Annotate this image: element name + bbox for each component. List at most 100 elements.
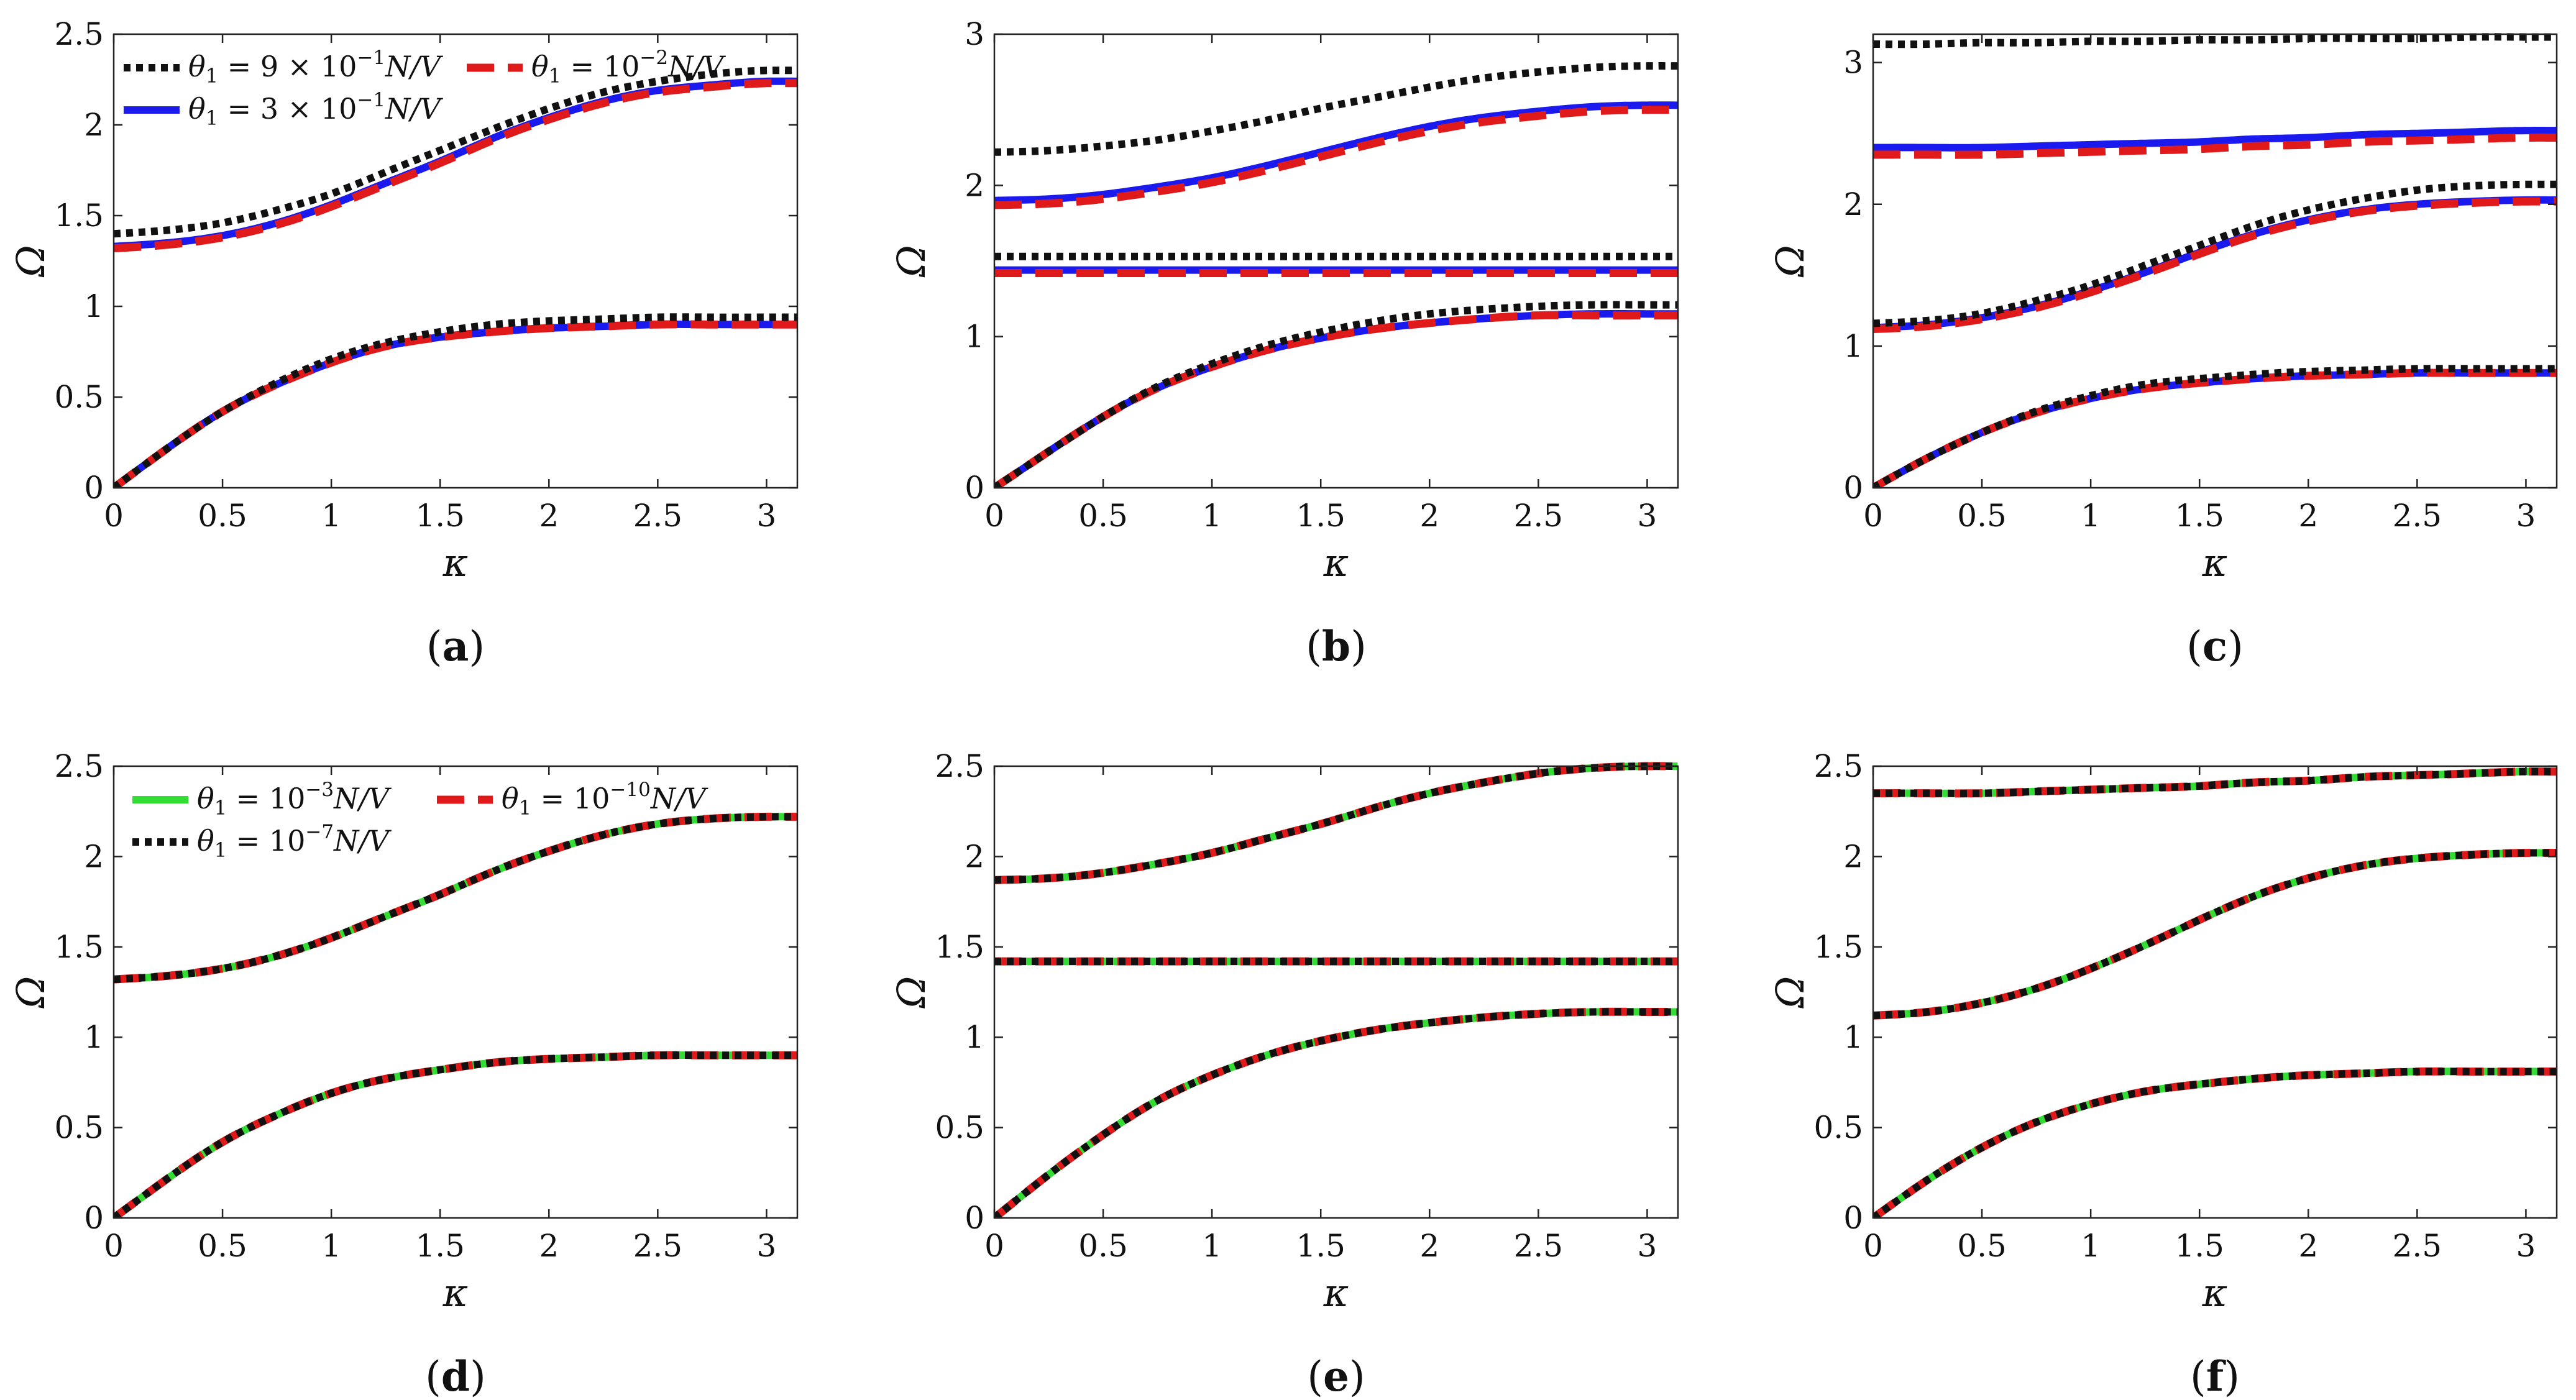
panel-b-series-5 xyxy=(994,101,1678,204)
panel-e-xtick-label-5: 2.5 xyxy=(1514,1228,1564,1264)
panel-e-series-6 xyxy=(994,1008,1678,1218)
panel-a-ytick-label-3: 1.5 xyxy=(54,198,104,234)
panel-c-xtick-label-0: 0 xyxy=(1863,498,1883,534)
panel-b-xtick-label-1: 0.5 xyxy=(1078,498,1128,534)
panel-f-caption-letter: f xyxy=(2206,1352,2226,1400)
panel-f-series-7 xyxy=(1873,849,2557,1020)
panel-d-ytick-label-4: 2 xyxy=(84,838,104,874)
panel-a-xtick-label-4: 2 xyxy=(539,498,559,534)
panel-b-xtick-label-3: 1.5 xyxy=(1296,498,1345,534)
panel-b-series xyxy=(994,62,1678,488)
panel-c-series-2 xyxy=(1873,33,2557,48)
panel-b-ytick-label-3: 3 xyxy=(965,16,984,52)
panel-b-xtick-label-6: 3 xyxy=(1638,498,1657,534)
panel-a-xtick-label-5: 2.5 xyxy=(633,498,683,534)
panel-e-ytick-label-4: 2 xyxy=(965,838,984,874)
panel-f-series-8 xyxy=(1873,767,2557,797)
panel-f-xtick-label-0: 0 xyxy=(1863,1228,1883,1264)
panel-b-ytick-label-2: 2 xyxy=(965,167,984,203)
panel-d-xtick-label-3: 1.5 xyxy=(415,1228,465,1264)
panel-d-xtick-label-2: 1 xyxy=(321,1228,341,1264)
bottom-legend: θ1 = 10−3N/Vθ1 = 10−7N/V θ1 = 10−10N/V xyxy=(132,779,709,862)
panel-f-xtick-label-5: 2.5 xyxy=(2393,1228,2442,1264)
panel-f-xtick-label-4: 2 xyxy=(2298,1228,2318,1264)
panel-e-caption: (e) xyxy=(1307,1352,1365,1400)
panel-e-xtick-label-3: 1.5 xyxy=(1296,1228,1345,1264)
panel-a-caption: (a) xyxy=(426,622,485,670)
panel-f-ytick-label-2: 1 xyxy=(1843,1019,1863,1055)
panel-d-ylabel: Ω xyxy=(8,976,53,1009)
panel-c-ylabel: Ω xyxy=(1767,245,1813,277)
panel-d-caption-letter: d xyxy=(441,1352,470,1400)
panel-b-series-0 xyxy=(994,301,1678,488)
panel-c-series-8 xyxy=(1873,133,2557,159)
panel-b-xtick-label-4: 2 xyxy=(1419,498,1439,534)
panel-e-ytick-label-3: 1.5 xyxy=(935,929,984,965)
panel-f-frame xyxy=(1872,765,2558,1219)
panel-c: 0 0.5 1 1.5 2 2.5 3 0 1 2 3 κ Ω (c) xyxy=(1767,33,2558,670)
panel-b-frame xyxy=(993,33,1679,489)
panel-e-plot-area xyxy=(994,766,1678,1218)
panel-c-caption-letter: c xyxy=(2202,622,2227,670)
top-legend: θ1 = 9 × 10−1N/Vθ1 = 3 × 10−1N/V θ1 = 10−… xyxy=(124,47,727,130)
panel-e-ytick-label-0: 0 xyxy=(965,1200,984,1236)
panel-f-series-6 xyxy=(1873,1068,2557,1218)
panel-a-series-5 xyxy=(114,79,797,253)
panel-a-xtick-label-6: 3 xyxy=(757,498,777,534)
panel-b-ytick-label-1: 1 xyxy=(965,319,984,355)
panel-a-ytick-label-1: 0.5 xyxy=(54,379,104,415)
panel-c-xlabel: κ xyxy=(2202,540,2228,585)
panel-e-xtick-label-2: 1 xyxy=(1202,1228,1222,1264)
panel-d-series-4 xyxy=(114,1051,797,1218)
panel-c-series-0 xyxy=(1873,365,2557,488)
panel-e-xtick-label-4: 2 xyxy=(1419,1228,1439,1264)
panel-d-series xyxy=(114,812,797,1218)
panel-c-series-5 xyxy=(1873,127,2557,152)
panel-f-caption: (f) xyxy=(2190,1352,2240,1400)
panel-d-ytick-label-0: 0 xyxy=(84,1200,104,1236)
panel-a-xtick-label-0: 0 xyxy=(104,498,124,534)
panel-c-ytick-label-1: 1 xyxy=(1843,328,1863,364)
panel-f: 0 0.5 1 1.5 2 2.5 3 0 0.5 1 1.5 2 2.5 κ Ω (f) xyxy=(1767,748,2558,1400)
panel-d-frame xyxy=(112,765,799,1219)
panel-b-xtick-label-0: 0 xyxy=(984,498,1004,534)
panel-d-ytick-label-3: 1.5 xyxy=(54,929,104,965)
panel-a-xtick-label-2: 1 xyxy=(321,498,341,534)
panel-c-xtick-label-5: 2.5 xyxy=(2393,498,2442,534)
panel-c-xtick-label-1: 0.5 xyxy=(1957,498,2007,534)
bottom-legend-label-1: θ1 = 10−7N/V xyxy=(197,821,392,862)
bottom-legend-label-2: θ1 = 10−10N/V xyxy=(502,779,709,820)
panel-c-xtick-label-6: 3 xyxy=(2516,498,2536,534)
panel-e-ytick-label-1: 0.5 xyxy=(935,1110,984,1146)
panel-e-ytick-label-5: 2.5 xyxy=(935,748,984,784)
panel-b-series-8 xyxy=(994,106,1678,209)
panel-c-ytick-label-3: 3 xyxy=(1843,45,1863,81)
panel-d-xtick-label-5: 2.5 xyxy=(633,1228,683,1264)
panel-e-caption-letter: e xyxy=(1323,1352,1349,1400)
panel-a-xtick-label-1: 0.5 xyxy=(198,498,247,534)
panel-f-ytick-label-1: 0.5 xyxy=(1813,1110,1863,1146)
panel-e-series xyxy=(994,762,1678,1218)
panel-a-ytick-label-5: 2.5 xyxy=(54,16,104,52)
panel-c-xtick-label-4: 2 xyxy=(2298,498,2318,534)
panel-c-series xyxy=(1873,33,2557,488)
panel-c-xtick-label-2: 1 xyxy=(2081,498,2101,534)
panel-a-ylabel: Ω xyxy=(8,245,53,277)
panel-e-ylabel: Ω xyxy=(889,976,934,1009)
panel-d-ytick-label-5: 2.5 xyxy=(54,748,104,784)
panel-b-xtick-label-5: 2.5 xyxy=(1514,498,1564,534)
panel-f-ytick-label-5: 2.5 xyxy=(1813,748,1863,784)
panel-b-caption: (b) xyxy=(1306,622,1367,670)
panel-f-ytick-label-0: 0 xyxy=(1843,1200,1863,1236)
panel-a-series-1 xyxy=(114,66,797,238)
panel-d-ytick-label-2: 1 xyxy=(84,1019,104,1055)
panel-f-ytick-label-3: 1.5 xyxy=(1813,929,1863,965)
panel-c-caption: (c) xyxy=(2186,622,2244,670)
panel-b: 0 0.5 1 1.5 2 2.5 3 0 1 2 3 κ Ω (b) xyxy=(889,16,1679,670)
panel-a-ytick-label-2: 1 xyxy=(84,288,104,324)
panel-c-series-4 xyxy=(1873,196,2557,332)
panel-d-xlabel: κ xyxy=(442,1270,469,1315)
panel-a-ytick-label-0: 0 xyxy=(84,470,104,506)
panel-c-frame xyxy=(1872,33,2558,489)
